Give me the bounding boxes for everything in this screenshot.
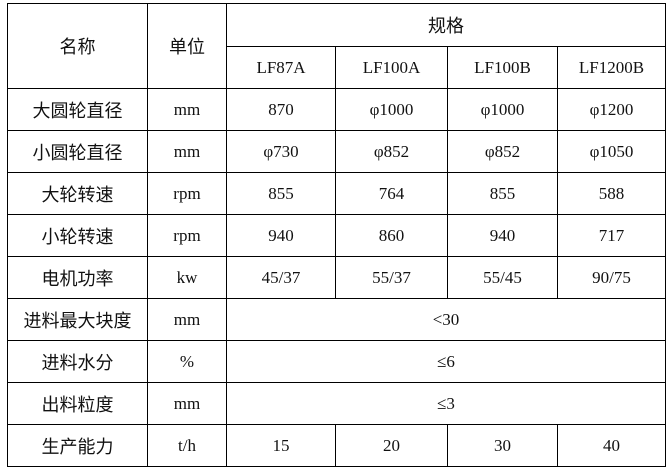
row-value: φ1200 (557, 88, 666, 131)
row-name: 小轮转速 (7, 214, 148, 257)
row-unit: mm (147, 130, 227, 173)
row-value: 855 (226, 172, 336, 215)
row-value: 90/75 (557, 256, 666, 299)
row-value: φ1000 (335, 88, 448, 131)
header-row: 名称 单位 规格 (7, 3, 666, 89)
model-header: LF100A (335, 46, 448, 89)
row-value: 40 (557, 424, 666, 467)
row-value: 45/37 (226, 256, 336, 299)
row-value: φ730 (226, 130, 336, 173)
header-unit: 单位 (147, 3, 227, 89)
header-spec: 规格 (226, 3, 666, 47)
row-value: 717 (557, 214, 666, 257)
table-row: 小圆轮直径 mm φ730 φ852 φ852 φ1050 (7, 130, 666, 173)
header-name: 名称 (7, 3, 148, 89)
row-value: 855 (447, 172, 558, 215)
row-value: φ1000 (447, 88, 558, 131)
row-value: 588 (557, 172, 666, 215)
row-name: 小圆轮直径 (7, 130, 148, 173)
table-row: 大轮转速 rpm 855 764 855 588 (7, 172, 666, 215)
model-header: LF1200B (557, 46, 666, 89)
row-value: φ852 (335, 130, 448, 173)
table-row: 进料最大块度 mm <30 (7, 298, 666, 341)
spec-table: 名称 单位 规格 LF87A LF100A LF100B LF1200B 大圆轮… (7, 3, 666, 467)
row-name: 进料最大块度 (7, 298, 148, 341)
row-unit: t/h (147, 424, 227, 467)
row-name: 生产能力 (7, 424, 148, 467)
row-name: 大圆轮直径 (7, 88, 148, 131)
model-header: LF100B (447, 46, 558, 89)
row-value: 764 (335, 172, 448, 215)
row-unit: rpm (147, 214, 227, 257)
table-row: 电机功率 kw 45/37 55/37 55/45 90/75 (7, 256, 666, 299)
row-merged-value: <30 (226, 298, 666, 341)
row-value: 55/37 (335, 256, 448, 299)
table-row: 大圆轮直径 mm 870 φ1000 φ1000 φ1200 (7, 88, 666, 131)
row-value: 20 (335, 424, 448, 467)
row-unit: mm (147, 298, 227, 341)
row-unit: rpm (147, 172, 227, 215)
row-value: φ852 (447, 130, 558, 173)
row-value: 55/45 (447, 256, 558, 299)
model-row: LF87A LF100A LF100B LF1200B (8, 46, 666, 89)
row-name: 电机功率 (7, 256, 148, 299)
row-merged-value: ≤3 (226, 382, 666, 425)
table-row: 生产能力 t/h 15 20 30 40 (7, 424, 666, 467)
row-unit: mm (147, 382, 227, 425)
row-value: 870 (226, 88, 336, 131)
row-name: 进料水分 (7, 340, 148, 383)
table-row: 小轮转速 rpm 940 860 940 717 (7, 214, 666, 257)
row-merged-value: ≤6 (226, 340, 666, 383)
row-unit: mm (147, 88, 227, 131)
row-value: 940 (226, 214, 336, 257)
model-header: LF87A (226, 46, 336, 89)
row-value: 30 (447, 424, 558, 467)
row-value: 860 (335, 214, 448, 257)
row-unit: kw (147, 256, 227, 299)
row-value: 940 (447, 214, 558, 257)
row-unit: % (147, 340, 227, 383)
table-row: 出料粒度 mm ≤3 (7, 382, 666, 425)
row-name: 大轮转速 (7, 172, 148, 215)
row-name: 出料粒度 (7, 382, 148, 425)
row-value: φ1050 (557, 130, 666, 173)
table-row: 进料水分% ≤6 (7, 340, 666, 383)
row-value: 15 (226, 424, 336, 467)
